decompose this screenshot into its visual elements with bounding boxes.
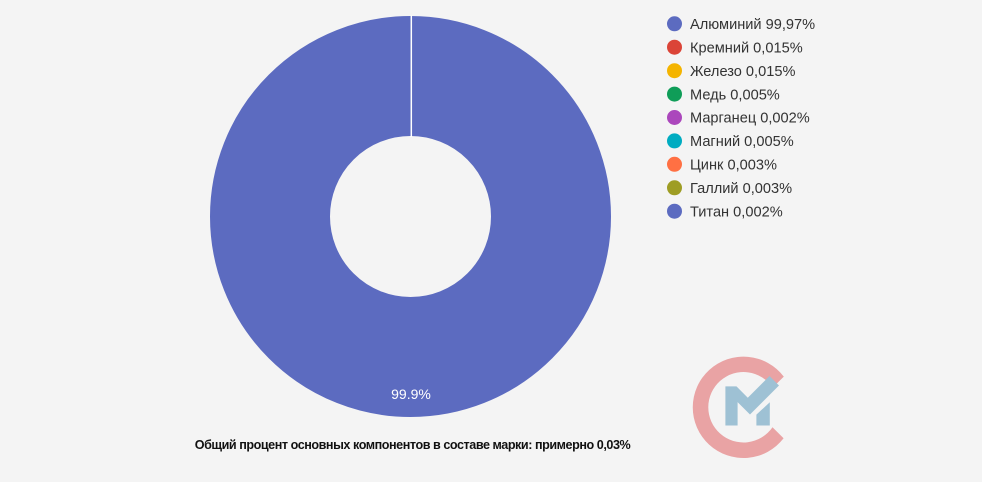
svg-text:Марганец 0,002%: Марганец 0,002%: [690, 111, 810, 127]
svg-text:Галлий 0,003%: Галлий 0,003%: [690, 181, 792, 197]
svg-text:Титан 0,002%: Титан 0,002%: [690, 204, 783, 220]
svg-text:Железо 0,015%: Железо 0,015%: [690, 64, 795, 80]
svg-text:Медь 0,005%: Медь 0,005%: [690, 87, 780, 103]
svg-text:Общий процент основных компоне: Общий процент основных компонентов в сос…: [195, 438, 631, 452]
svg-text:Магний 0,005%: Магний 0,005%: [690, 134, 794, 150]
svg-text:Цинк 0,003%: Цинк 0,003%: [690, 158, 777, 174]
svg-text:99.9%: 99.9%: [391, 386, 431, 402]
svg-text:Алюминий 99,97%: Алюминий 99,97%: [690, 17, 815, 33]
svg-text:Кремний 0,015%: Кремний 0,015%: [690, 40, 803, 56]
